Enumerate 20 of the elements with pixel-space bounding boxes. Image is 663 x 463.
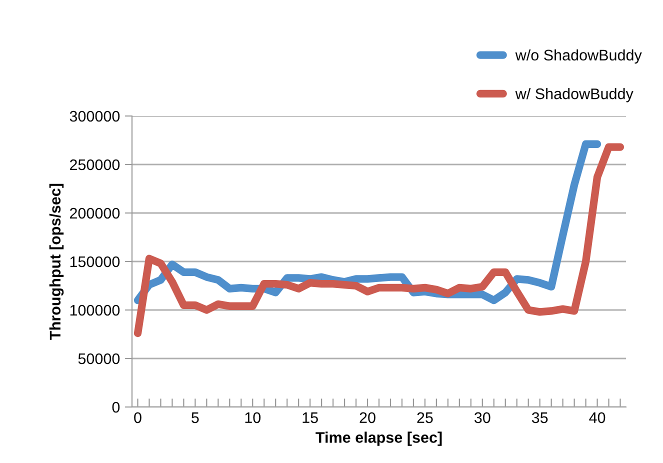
x-tick-label: 15 bbox=[302, 412, 318, 424]
legend-label: w/o ShadowBuddy bbox=[515, 49, 642, 64]
y-tick-label: 100000 bbox=[70, 304, 120, 316]
x-tick-label: 10 bbox=[245, 412, 261, 424]
x-tick-label: 5 bbox=[192, 412, 199, 424]
y-tick-label: 250000 bbox=[70, 159, 120, 170]
legend-label: w/ ShadowBuddy bbox=[515, 88, 634, 102]
y-tick-label: 50000 bbox=[78, 353, 120, 364]
x-tick-label: 0 bbox=[134, 412, 142, 424]
x-tick-label: 20 bbox=[360, 412, 376, 424]
x-tick-label: 30 bbox=[474, 412, 490, 424]
x-tick-label: 25 bbox=[417, 412, 433, 424]
y-axis-title: Throughput [ops/sec] bbox=[49, 184, 64, 340]
x-tick-label: 40 bbox=[589, 412, 606, 424]
x-tick-label: 35 bbox=[532, 412, 548, 424]
y-tick-label: 150000 bbox=[70, 256, 120, 268]
y-tick-label: 200000 bbox=[70, 208, 120, 219]
y-tick-label: 300000 bbox=[70, 110, 120, 122]
x-axis-title: Time elapse [sec] bbox=[316, 432, 442, 446]
y-tick-label: 0 bbox=[112, 402, 120, 413]
